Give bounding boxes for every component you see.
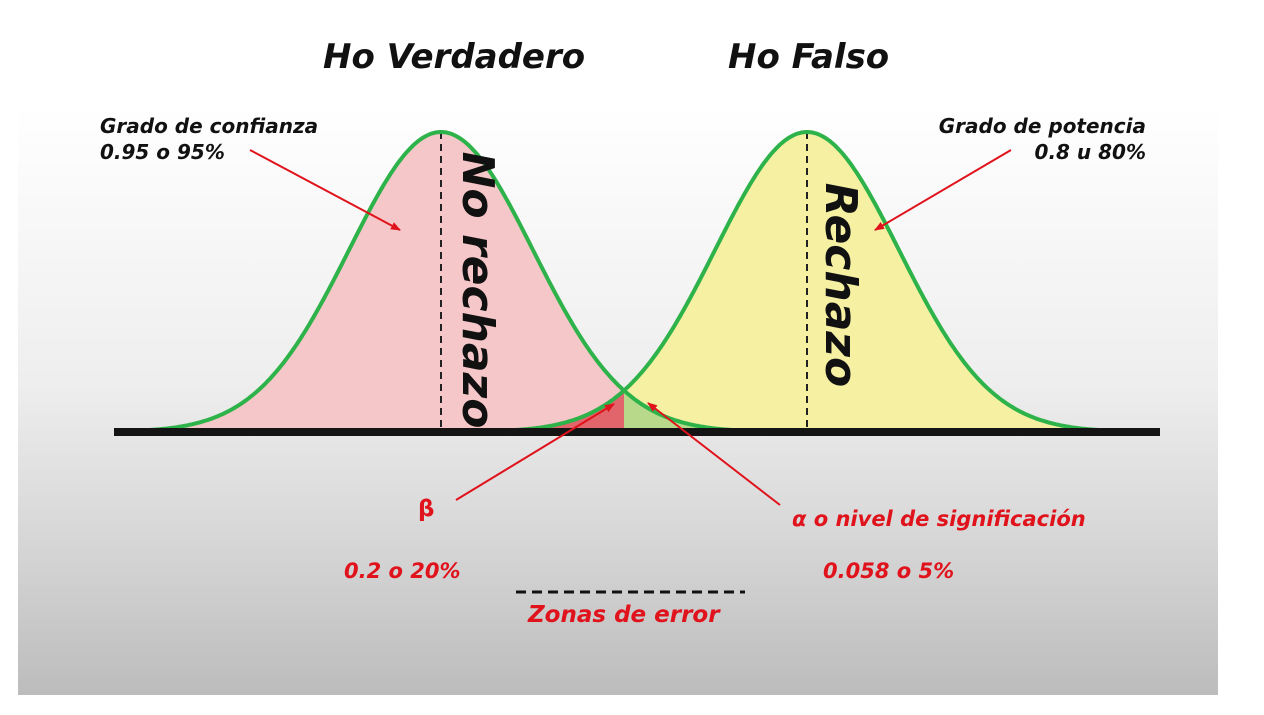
- alpha-error-zone: [624, 390, 758, 432]
- rejection-text: Rechazo: [815, 183, 866, 387]
- beta-arrow: [455, 403, 615, 501]
- power-value: 0.8 u 80%: [1035, 140, 1146, 164]
- heading-ho-verdadero: Ho Verdadero: [323, 37, 585, 77]
- diagram-panel: Ho Verdadero Ho Falso Grado de confianza…: [18, 0, 1218, 695]
- alpha-value: 0.058 o 5%: [823, 559, 954, 583]
- heading-ho-falso: Ho Falso: [728, 37, 889, 77]
- confidence-value: 0.95 o 95%: [100, 140, 225, 164]
- alpha-arrow: [647, 402, 781, 506]
- power-label: Grado de potencia: [939, 114, 1146, 138]
- no-rejection-text: No rechazo: [452, 152, 503, 429]
- confidence-arrow: [249, 149, 401, 231]
- rejection-region: [624, 132, 1160, 432]
- power-arrow: [874, 149, 1012, 231]
- hypothesis-test-diagram: Ho Verdadero Ho Falso Grado de confianza…: [100, 37, 1160, 628]
- error-zone-label: Zonas de error: [527, 602, 721, 628]
- confidence-label: Grado de confianza: [100, 114, 318, 138]
- alpha-label: α o nivel de significación: [792, 507, 1086, 531]
- no-rejection-region: [114, 132, 624, 432]
- beta-error-zone: [508, 390, 624, 432]
- beta-value: 0.2 o 20%: [344, 559, 461, 583]
- right-distribution-curve: [478, 130, 1160, 434]
- beta-symbol: β: [418, 496, 434, 522]
